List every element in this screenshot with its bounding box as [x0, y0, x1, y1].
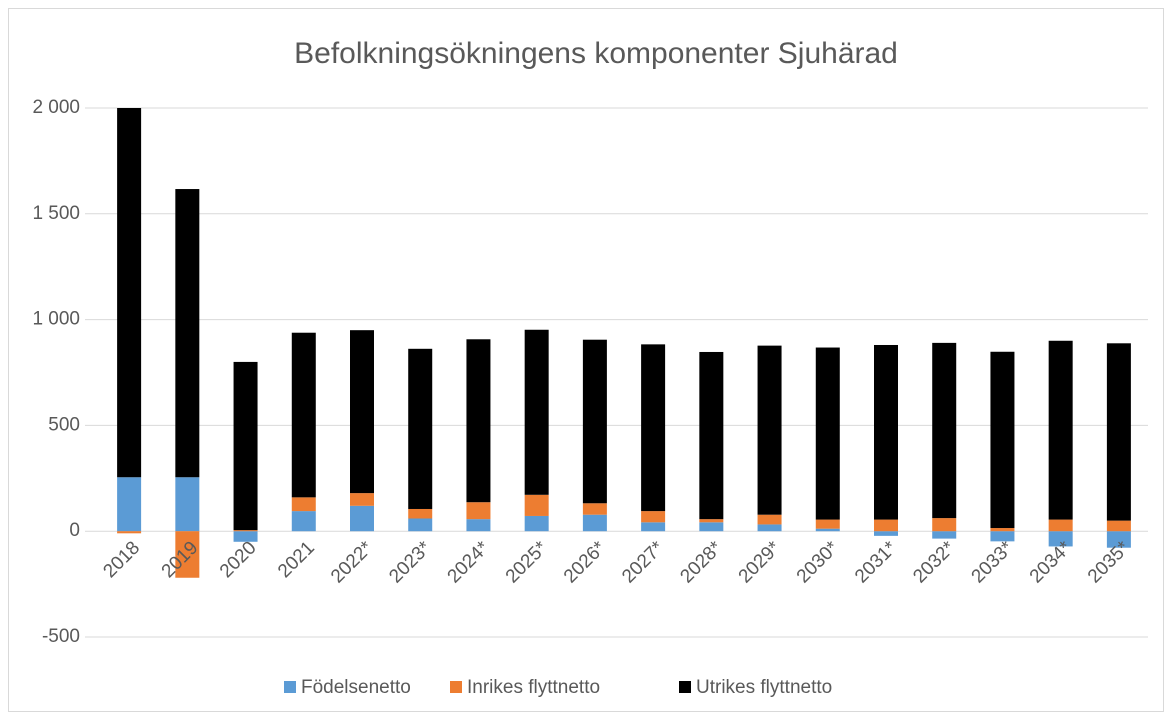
bar-segment	[874, 519, 898, 532]
bar-segment	[291, 497, 316, 512]
bar-segment	[524, 515, 549, 532]
bar-segment	[1106, 343, 1131, 521]
legend-label: Födelsenetto	[301, 677, 411, 698]
bar-segment	[582, 339, 607, 504]
bar-segment	[990, 531, 1015, 542]
y-tick-label: 0	[69, 520, 80, 541]
legend-swatch	[284, 681, 296, 693]
bar-segment	[990, 351, 1015, 529]
bar-segment	[175, 189, 200, 478]
bar-segment	[874, 344, 898, 520]
bar-segment	[641, 344, 666, 512]
bar-segment	[1106, 520, 1131, 532]
bar-segment	[815, 347, 840, 520]
bar-segment	[291, 511, 316, 532]
bar-segment	[641, 522, 666, 532]
bar-segment	[175, 477, 200, 532]
bar-segment	[350, 493, 374, 506]
bar-segment	[175, 531, 200, 578]
bar-segment	[990, 528, 1015, 532]
bar-segment	[408, 348, 433, 509]
bar-segment	[233, 361, 258, 531]
bar-segment	[233, 531, 258, 542]
bar-segment	[466, 339, 491, 503]
bar-segment	[291, 332, 316, 498]
bar-segment	[932, 518, 957, 532]
bar-segment	[641, 511, 666, 523]
bar-segment	[815, 528, 840, 532]
chart-title: Befolkningsökningens komponenter Sjuhära…	[294, 37, 898, 70]
bar-segment	[233, 530, 258, 532]
bar-segment	[582, 503, 607, 515]
bar-segment	[117, 531, 142, 534]
bar-segment	[1048, 519, 1073, 532]
y-tick-label: -500	[42, 626, 80, 647]
bar-segment	[408, 508, 433, 519]
bar-segment	[874, 531, 898, 536]
y-tick-label: 500	[48, 414, 80, 435]
bar-segment	[932, 531, 957, 539]
legend-label: Inrikes flyttnetto	[467, 677, 600, 698]
bar-segment	[524, 494, 549, 516]
bar-segment	[1048, 531, 1073, 547]
legend-swatch	[450, 681, 462, 693]
bar-segment	[757, 514, 782, 525]
y-tick-label: 1 000	[32, 309, 80, 330]
bar-segment	[699, 519, 724, 523]
bar-segment	[582, 514, 607, 532]
bar-segment	[117, 477, 142, 532]
bar-segment	[350, 505, 374, 532]
bar-segment	[757, 524, 782, 532]
bar-segment	[408, 518, 433, 532]
bar-segment	[1048, 340, 1073, 520]
bar-segment	[757, 345, 782, 515]
legend-label: Utrikes flyttnetto	[696, 677, 832, 698]
bar-segment	[466, 519, 491, 532]
y-tick-label: 1 500	[32, 203, 80, 224]
bar-segment	[815, 519, 840, 529]
bar-segment	[932, 342, 957, 519]
bar-segment	[699, 522, 724, 532]
y-tick-label: 2 000	[32, 97, 80, 118]
bar-segment	[699, 351, 724, 520]
bar-segment	[117, 108, 142, 478]
legend-swatch	[679, 681, 691, 693]
bar-segment	[466, 502, 491, 520]
bar-segment	[1106, 531, 1131, 548]
bar-segment	[524, 329, 549, 495]
bar-segment	[350, 330, 374, 494]
